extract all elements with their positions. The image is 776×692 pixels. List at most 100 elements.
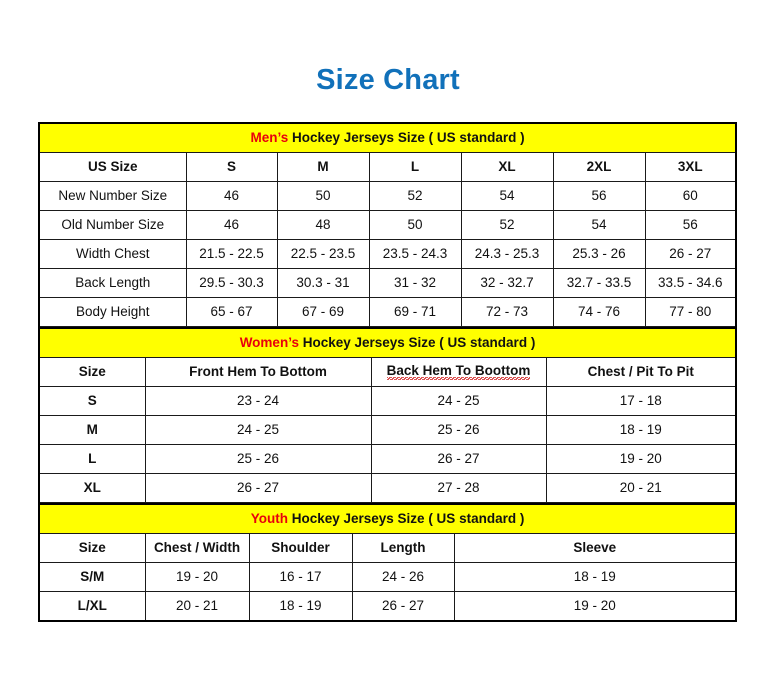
table-cell: 19 - 20 — [144, 562, 250, 592]
table-cell: 72 - 73 — [460, 297, 554, 327]
mens-band-accent: Men’s — [250, 129, 289, 145]
table-cell: 16 - 17 — [248, 562, 353, 592]
youth-header-length: Length — [351, 533, 455, 563]
mens-section-band: Men’s Hockey Jerseys Size ( US standard … — [38, 122, 737, 153]
table-cell: 22.5 - 23.5 — [276, 239, 370, 269]
table-cell: 20 - 21 — [545, 473, 737, 503]
table-cell: 18 - 19 — [248, 591, 353, 622]
womens-row-label-l: L — [38, 444, 146, 474]
table-cell: 54 — [460, 181, 554, 211]
table-cell: 20 - 21 — [144, 591, 250, 622]
youth-header-row: Size Chest / Width Shoulder Length Sleev… — [38, 533, 737, 563]
table-cell: 67 - 69 — [276, 297, 370, 327]
table-cell: 26 - 27 — [644, 239, 737, 269]
table-cell: 32 - 32.7 — [460, 268, 554, 298]
table-cell: 32.7 - 33.5 — [552, 268, 646, 298]
mens-row-label-body-height: Body Height — [38, 297, 187, 327]
table-cell: 25 - 26 — [370, 415, 547, 445]
table-cell: 56 — [552, 181, 646, 211]
table-cell: 24 - 26 — [351, 562, 455, 592]
table-cell: 46 — [185, 210, 278, 240]
table-cell: 25.3 - 26 — [552, 239, 646, 269]
womens-header-front-hem-to-bottom: Front Hem To Bottom — [144, 357, 372, 387]
womens-row-label-m: M — [38, 415, 146, 445]
table-row: Body Height 65 - 67 67 - 69 69 - 71 72 -… — [38, 297, 737, 327]
mens-band-row: Men’s Hockey Jerseys Size ( US standard … — [38, 122, 737, 153]
mens-header-s: S — [185, 152, 278, 182]
table-row: Back Length 29.5 - 30.3 30.3 - 31 31 - 3… — [38, 268, 737, 298]
table-row: S 23 - 24 24 - 25 17 - 18 — [38, 386, 737, 416]
table-cell: 25 - 26 — [144, 444, 372, 474]
womens-band-row: Women’s Hockey Jerseys Size ( US standar… — [38, 327, 737, 358]
youth-header-size: Size — [38, 533, 146, 563]
youth-header-chest-width: Chest / Width — [144, 533, 250, 563]
mens-row-label-new-number-size: New Number Size — [38, 181, 187, 211]
mens-header-3xl: 3XL — [644, 152, 737, 182]
mens-band-rest: Hockey Jerseys Size ( US standard ) — [288, 129, 525, 145]
mens-header-l: L — [368, 152, 462, 182]
table-row: S/M 19 - 20 16 - 17 24 - 26 18 - 19 — [38, 562, 737, 592]
mens-header-m: M — [276, 152, 370, 182]
table-cell: 54 — [552, 210, 646, 240]
table-cell: 50 — [368, 210, 462, 240]
table-cell: 23.5 - 24.3 — [368, 239, 462, 269]
womens-section-band: Women’s Hockey Jerseys Size ( US standar… — [38, 327, 737, 358]
table-row: Old Number Size 46 48 50 52 54 56 — [38, 210, 737, 240]
table-cell: 23 - 24 — [144, 386, 372, 416]
womens-header-back-hem-to-bottom: Back Hem To Boottom — [370, 357, 547, 387]
table-cell: 26 - 27 — [370, 444, 547, 474]
youth-band-accent: Youth — [250, 510, 288, 526]
table-cell: 24 - 25 — [144, 415, 372, 445]
table-row: L 25 - 26 26 - 27 19 - 20 — [38, 444, 737, 474]
table-cell: 18 - 19 — [453, 562, 737, 592]
mens-header-2xl: 2XL — [552, 152, 646, 182]
spellcheck-underlined-text: Back Hem To Boottom — [386, 363, 531, 380]
table-cell: 17 - 18 — [545, 386, 737, 416]
youth-section-band: Youth Hockey Jerseys Size ( US standard … — [38, 503, 737, 534]
womens-size-table: Women’s Hockey Jerseys Size ( US standar… — [38, 327, 737, 503]
womens-header-chest-pit-to-pit: Chest / Pit To Pit — [545, 357, 737, 387]
table-cell: 60 — [644, 181, 737, 211]
youth-band-rest: Hockey Jerseys Size ( US standard ) — [287, 510, 525, 526]
table-cell: 27 - 28 — [370, 473, 547, 503]
page-title: Size Chart — [316, 64, 460, 96]
table-cell: 56 — [644, 210, 737, 240]
mens-row-label-back-length: Back Length — [38, 268, 187, 298]
table-cell: 29.5 - 30.3 — [185, 268, 278, 298]
table-cell: 48 — [276, 210, 370, 240]
table-row: M 24 - 25 25 - 26 18 - 19 — [38, 415, 737, 445]
table-cell: 52 — [460, 210, 554, 240]
table-cell: 31 - 32 — [368, 268, 462, 298]
table-row: Width Chest 21.5 - 22.5 22.5 - 23.5 23.5… — [38, 239, 737, 269]
table-row: XL 26 - 27 27 - 28 20 - 21 — [38, 473, 737, 503]
womens-band-accent: Women’s — [239, 334, 299, 350]
table-cell: 21.5 - 22.5 — [185, 239, 278, 269]
size-tables-container: Men’s Hockey Jerseys Size ( US standard … — [38, 122, 738, 622]
table-cell: 46 — [185, 181, 278, 211]
table-cell: 19 - 20 — [545, 444, 737, 474]
mens-header-row: US Size S M L XL 2XL 3XL — [38, 152, 737, 182]
mens-header-xl: XL — [460, 152, 554, 182]
youth-header-sleeve: Sleeve — [453, 533, 737, 563]
table-cell: 26 - 27 — [144, 473, 372, 503]
table-cell: 18 - 19 — [545, 415, 737, 445]
table-cell: 19 - 20 — [453, 591, 737, 622]
table-cell: 74 - 76 — [552, 297, 646, 327]
womens-row-label-s: S — [38, 386, 146, 416]
womens-band-rest: Hockey Jerseys Size ( US standard ) — [298, 334, 536, 350]
youth-band-row: Youth Hockey Jerseys Size ( US standard … — [38, 503, 737, 534]
womens-header-size: Size — [38, 357, 146, 387]
youth-size-table: Youth Hockey Jerseys Size ( US standard … — [38, 503, 738, 622]
youth-row-label-lxl: L/XL — [38, 591, 146, 622]
table-cell: 24.3 - 25.3 — [460, 239, 554, 269]
mens-size-table: Men’s Hockey Jerseys Size ( US standard … — [38, 122, 738, 327]
womens-header-row: Size Front Hem To Bottom Back Hem To Boo… — [38, 357, 737, 387]
table-cell: 50 — [276, 181, 370, 211]
youth-header-shoulder: Shoulder — [248, 533, 353, 563]
table-row: L/XL 20 - 21 18 - 19 26 - 27 19 - 20 — [38, 591, 737, 622]
mens-header-us-size: US Size — [38, 152, 187, 182]
table-cell: 26 - 27 — [351, 591, 455, 622]
table-cell: 30.3 - 31 — [276, 268, 370, 298]
table-cell: 69 - 71 — [368, 297, 462, 327]
